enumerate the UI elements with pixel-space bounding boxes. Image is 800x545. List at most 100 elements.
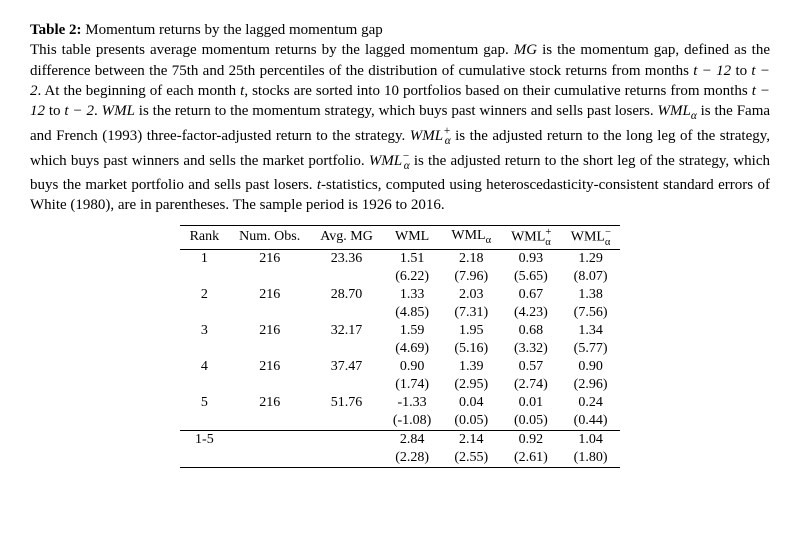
cell: 1.34 — [561, 322, 621, 340]
col-wmlam-sub: α — [605, 237, 611, 248]
cell: (4.85) — [383, 304, 442, 322]
col-wmlap-txt: WML — [511, 230, 545, 245]
col-wml-txt: WML — [395, 229, 429, 244]
cell: 216 — [229, 394, 310, 412]
table-label: Table 2: — [30, 22, 82, 38]
cap-t5: t − 2 — [64, 103, 94, 119]
cell: (2.28) — [383, 449, 442, 468]
col-wmla-txt: WML — [451, 228, 485, 243]
cell — [229, 430, 310, 449]
cell: (5.16) — [441, 340, 501, 358]
cap-p8: is the return to the momentum strategy, … — [135, 103, 658, 119]
cell: 216 — [229, 322, 310, 340]
cell: (-1.08) — [383, 412, 442, 431]
cap-p1: This table presents average momentum ret… — [30, 42, 514, 58]
cell: 2.18 — [441, 249, 501, 268]
cell: (6.22) — [383, 268, 442, 286]
cell: 51.76 — [310, 394, 383, 412]
cell: (1.74) — [383, 376, 442, 394]
cell: (7.31) — [441, 304, 501, 322]
col-wmla-sub: α — [486, 235, 492, 246]
cap-wmlam: WML — [369, 153, 402, 169]
cap-wmlap: WML — [410, 128, 443, 144]
table-row-summary: 1-52.842.140.921.04 — [180, 430, 621, 449]
cell: (8.07) — [561, 268, 621, 286]
table-row: 521651.76-1.330.040.010.24 — [180, 394, 621, 412]
cell: (5.65) — [501, 268, 561, 286]
col-wmlam-txt: WML — [571, 230, 605, 245]
col-avgmg: Avg. MG — [310, 226, 383, 249]
table-row: 221628.701.332.030.671.38 — [180, 286, 621, 304]
cell: 1.38 — [561, 286, 621, 304]
cell: 0.68 — [501, 322, 561, 340]
cell: (2.95) — [441, 376, 501, 394]
table-row: 321632.171.591.950.681.34 — [180, 322, 621, 340]
table-row-tstat: (-1.08)(0.05)(0.05)(0.44) — [180, 412, 621, 431]
col-wmlam: WML−α — [561, 226, 621, 249]
table-row-tstat: (6.22)(7.96)(5.65)(8.07) — [180, 268, 621, 286]
cell: 2.03 — [441, 286, 501, 304]
caption-text: This table presents average momentum ret… — [30, 42, 770, 213]
table-row-tstat: (4.69)(5.16)(3.32)(5.77) — [180, 340, 621, 358]
table-row-summary-tstat: (2.28)(2.55)(2.61)(1.80) — [180, 449, 621, 468]
cell: (7.56) — [561, 304, 621, 322]
momentum-table: Rank Num. Obs. Avg. MG WML WMLα WML+α WM… — [180, 225, 621, 467]
cell: 5 — [180, 394, 230, 412]
cap-wml: WML — [102, 103, 135, 119]
cell: 1.04 — [561, 430, 621, 449]
col-avgmg-it: MG — [350, 229, 373, 244]
cell: 0.92 — [501, 430, 561, 449]
cell: (5.77) — [561, 340, 621, 358]
table-row-tstat: (1.74)(2.95)(2.74)(2.96) — [180, 376, 621, 394]
col-rank: Rank — [180, 226, 230, 249]
col-avgmg-pre: Avg. — [320, 229, 350, 244]
cell: (4.69) — [383, 340, 442, 358]
table-row: 421637.470.901.390.570.90 — [180, 358, 621, 376]
cell: (4.23) — [501, 304, 561, 322]
cell: (2.96) — [561, 376, 621, 394]
cell: 0.24 — [561, 394, 621, 412]
col-numobs: Num. Obs. — [229, 226, 310, 249]
cell: -1.33 — [383, 394, 442, 412]
cell: 0.67 — [501, 286, 561, 304]
table-row: 121623.361.512.180.931.29 — [180, 249, 621, 268]
cell: 4 — [180, 358, 230, 376]
table-body: 121623.361.512.180.931.29 (6.22)(7.96)(5… — [180, 249, 621, 467]
cell: 1-5 — [180, 430, 230, 449]
table-header-row: Rank Num. Obs. Avg. MG WML WMLα WML+α WM… — [180, 226, 621, 249]
cell: 2 — [180, 286, 230, 304]
col-wmla: WMLα — [441, 226, 501, 249]
table-row-tstat: (4.85)(7.31)(4.23)(7.56) — [180, 304, 621, 322]
cap-p5: , stocks are sorted into 10 portfolios b… — [244, 83, 751, 99]
cell: 216 — [229, 358, 310, 376]
cap-p4: . At the beginning of each month — [38, 83, 241, 99]
cap-t1: t − 12 — [693, 63, 731, 79]
cell: (2.74) — [501, 376, 561, 394]
cap-wmla: WML — [658, 103, 691, 119]
cell: 1.51 — [383, 249, 442, 268]
cell: 32.17 — [310, 322, 383, 340]
cell: 0.90 — [383, 358, 442, 376]
col-wmlap: WML+α — [501, 226, 561, 249]
cell: 1.39 — [441, 358, 501, 376]
cell — [310, 430, 383, 449]
cell: (2.61) — [501, 449, 561, 468]
cell: (7.96) — [441, 268, 501, 286]
cap-p7: . — [94, 103, 102, 119]
col-wmlap-sub: α — [545, 237, 551, 248]
cell: 1 — [180, 249, 230, 268]
cell: 1.59 — [383, 322, 442, 340]
cap-p6: to — [45, 103, 64, 119]
table-title: Momentum returns by the lagged momentum … — [85, 22, 382, 38]
cell: (2.55) — [441, 449, 501, 468]
cap-p3: to — [731, 63, 751, 79]
cell: 1.95 — [441, 322, 501, 340]
col-wml: WML — [383, 226, 442, 249]
cell: 2.84 — [383, 430, 442, 449]
cell: (1.80) — [561, 449, 621, 468]
cell: (0.05) — [441, 412, 501, 431]
cell: 0.90 — [561, 358, 621, 376]
cell: 216 — [229, 249, 310, 268]
cell: 0.57 — [501, 358, 561, 376]
cell: 0.93 — [501, 249, 561, 268]
